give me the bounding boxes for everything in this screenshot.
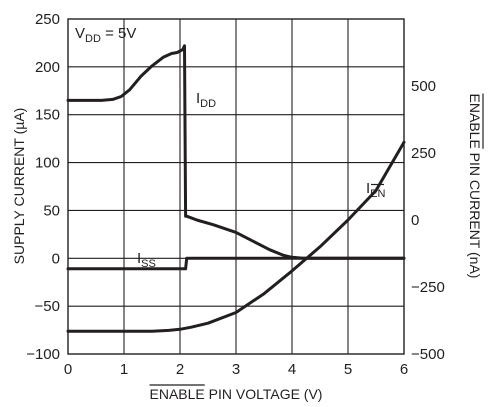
plot-frame <box>67 18 405 355</box>
series-line-ien <box>66 140 406 333</box>
y-tick-label: −100 <box>26 346 60 363</box>
y-axis-title: SUPPLY CURRENT (µA) <box>11 108 27 265</box>
series-label-ien: IEN <box>366 180 386 200</box>
y2-tick-label: −250 <box>411 279 445 296</box>
series-label-idd: IDD <box>196 90 216 110</box>
series-line-iss <box>66 256 406 271</box>
x-tick-label: 0 <box>64 361 72 378</box>
y2-tick-label: 250 <box>411 145 436 162</box>
y-tick-label: 150 <box>35 107 60 124</box>
y2-axis-title: ENABLE PIN CURRENT (nA) <box>467 94 483 279</box>
y2-tick-label: 0 <box>411 212 419 229</box>
x-tick-label: 1 <box>120 361 128 378</box>
curves <box>66 44 406 333</box>
x-tick-label: 5 <box>344 361 352 378</box>
x-tick-label: 3 <box>232 361 240 378</box>
series-label-iss: ISS <box>137 250 156 270</box>
y-tick-label: 200 <box>35 59 60 76</box>
y-tick-label: 100 <box>35 155 60 172</box>
condition-annotation: VDD = 5V <box>75 25 136 45</box>
tick-labels: 0 1 2 3 4 5 6250200150100500−50−1005002500−250… <box>26 11 445 378</box>
x-tick-label: 2 <box>176 361 184 378</box>
y-tick-label: 250 <box>35 11 60 28</box>
y-tick-label: 0 <box>52 250 60 267</box>
y-tick-label: 50 <box>43 202 60 219</box>
x-tick-label: 6 <box>400 361 408 378</box>
y-tick-label: −50 <box>35 298 60 315</box>
x-tick-label: 4 <box>288 361 296 378</box>
y2-tick-label: −500 <box>411 346 445 363</box>
grid <box>68 19 404 354</box>
y2-tick-label: 500 <box>411 78 436 95</box>
y2-axis-title-group: ENABLE PIN CURRENT (nA) <box>467 93 484 279</box>
x-axis-title: ENABLE PIN VOLTAGE (V) <box>150 386 323 402</box>
